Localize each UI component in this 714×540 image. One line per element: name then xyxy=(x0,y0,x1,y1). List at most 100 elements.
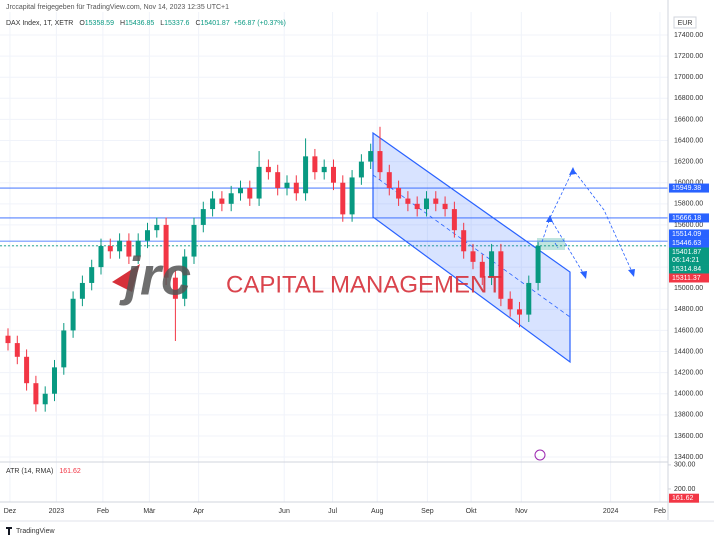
candle-body xyxy=(433,198,439,204)
x-tick-label: Feb xyxy=(654,508,666,515)
candle-body xyxy=(507,298,513,310)
candle-body xyxy=(79,282,85,299)
indicator-value-box xyxy=(669,493,699,503)
y-tick-label: 17000.00 xyxy=(674,74,703,81)
candle-body xyxy=(182,256,188,299)
candle-body xyxy=(70,298,76,331)
x-tick-label: Apr xyxy=(193,508,205,515)
candle-body xyxy=(51,367,57,394)
legend: DAX Index, 1T, XETR O15358.59 H15436.85 L15… xyxy=(6,20,286,27)
y-tick-label: 15800.00 xyxy=(674,201,703,208)
candle-body xyxy=(414,203,420,210)
legend-item: DAX Index, 1T, XETR xyxy=(6,20,73,27)
y-tick-label: 16000.00 xyxy=(674,180,703,187)
candle-body xyxy=(256,166,262,199)
y-tick-label: 16800.00 xyxy=(674,95,703,102)
y-tick-label: 14000.00 xyxy=(674,391,703,398)
legend-item: L xyxy=(160,20,164,27)
candle-body xyxy=(479,261,485,278)
candle-body xyxy=(200,209,206,225)
candle-body xyxy=(163,224,169,278)
x-tick-label: Jun xyxy=(279,508,290,515)
candle-body xyxy=(5,335,11,344)
candle-body xyxy=(442,203,448,210)
price-label: 15401.87 xyxy=(672,249,701,256)
candle-body xyxy=(349,177,355,215)
header: Jrccapital freigegeben für TradingView.c… xyxy=(6,4,229,11)
legend-item: 15436.85 xyxy=(125,20,154,27)
indicator-legend-value: 161.62 xyxy=(59,468,81,475)
y-tick-label: 14200.00 xyxy=(674,369,703,376)
candle-body xyxy=(265,166,271,173)
y-tick-label: 13800.00 xyxy=(674,412,703,419)
x-tick-label: Mär xyxy=(143,508,156,515)
x-tick-label: Nov xyxy=(515,508,528,515)
indicator-legend: ATR (14, RMA) 161.62 xyxy=(6,468,81,475)
candle-body xyxy=(61,330,67,368)
tv-logo xyxy=(6,527,12,535)
watermark-logo: jrc xyxy=(119,246,191,306)
candle-body xyxy=(33,383,39,405)
candle-body xyxy=(237,187,243,194)
candle-body xyxy=(154,224,160,231)
x-tick-label: 2024 xyxy=(603,508,619,515)
logo-mark xyxy=(112,264,140,292)
candle-body xyxy=(98,246,104,268)
candle-body xyxy=(284,182,290,188)
candle-body xyxy=(330,166,336,183)
x-tick-label: Sep xyxy=(421,508,434,515)
price-label: 15514.09 xyxy=(672,231,701,238)
price-label-box xyxy=(669,238,709,248)
y-tick-label: 16400.00 xyxy=(674,137,703,144)
y-tick-label: 13400.00 xyxy=(674,454,703,461)
legend-item: 15337.6 xyxy=(164,20,189,27)
price-label: 15311.37 xyxy=(672,275,701,282)
candle-body xyxy=(526,282,532,315)
price-label: 15666.18 xyxy=(672,215,701,222)
footer: TradingView xyxy=(16,528,55,535)
candle-body xyxy=(451,209,457,231)
candle-body xyxy=(303,156,309,194)
candle-body xyxy=(405,198,411,204)
candle-body xyxy=(172,277,178,299)
legend-item: 15358.59 xyxy=(85,20,114,27)
legend-item: 15401.87 xyxy=(201,20,230,27)
indicator-title: ATR (14, RMA) xyxy=(6,468,53,475)
x-tick-label: Okt xyxy=(466,508,477,515)
y-tick-label: 14600.00 xyxy=(674,327,703,334)
candle-body xyxy=(358,161,364,178)
y-tick-label: 14400.00 xyxy=(674,348,703,355)
y-tick-label: 200.00 xyxy=(674,486,696,493)
x-tick-label: Jul xyxy=(328,508,337,515)
candle-body xyxy=(396,187,402,199)
legend-item: O xyxy=(79,20,85,27)
candle-body xyxy=(312,156,318,173)
price-label-box xyxy=(669,264,709,274)
axis-labels: 13400.00 13600.00 13800.00 14000.00 14200.00… xyxy=(4,32,709,515)
y-tick-label: 17200.00 xyxy=(674,53,703,60)
x-tick-label: Feb xyxy=(97,508,109,515)
y-tick-label: 16200.00 xyxy=(674,158,703,165)
candle-body xyxy=(535,245,541,283)
event-icon xyxy=(534,449,546,461)
legend-item: C xyxy=(195,20,200,27)
x-tick-label: 2023 xyxy=(49,508,65,515)
y-tick-label: 13600.00 xyxy=(674,433,703,440)
price-label: 15314.84 xyxy=(672,266,701,273)
candle-body xyxy=(144,230,150,241)
candle-body xyxy=(293,182,299,194)
y-tick-label: 15600.00 xyxy=(674,222,703,229)
candle-body xyxy=(340,182,346,215)
candle-body xyxy=(135,240,141,257)
currency: EUR xyxy=(678,20,693,27)
candles xyxy=(5,126,541,412)
watermark-text: CAPITAL MANAGEMENT xyxy=(226,271,502,298)
candle-body xyxy=(470,251,476,262)
candle-body xyxy=(247,187,253,199)
candle-body xyxy=(516,309,522,315)
y-tick-label: 14800.00 xyxy=(674,306,703,313)
candle-body xyxy=(14,343,20,357)
candle-body xyxy=(377,151,383,173)
